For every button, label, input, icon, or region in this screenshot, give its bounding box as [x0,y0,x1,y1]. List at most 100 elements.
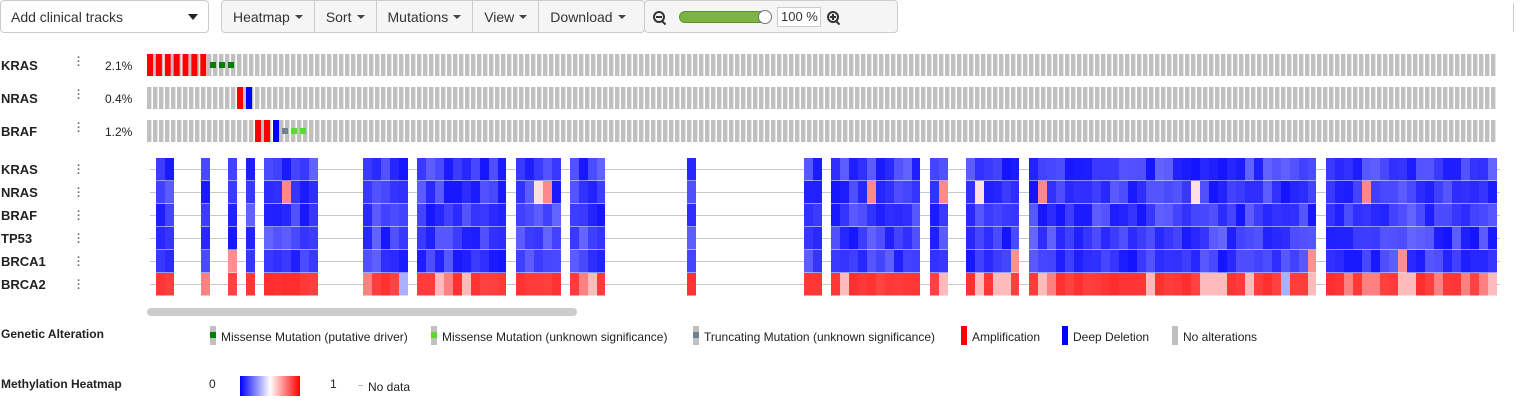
heatmap-cell [903,250,912,273]
track-options-icon[interactable]: · · · [77,118,81,138]
heatmap-cell [1191,204,1200,227]
heatmap-cell [516,158,525,181]
heatmap-cell [1191,181,1200,204]
heatmap-cell [1047,181,1056,204]
sample-cell [555,87,560,109]
heatmap-cell [570,158,579,181]
zoom-slider[interactable] [679,9,772,24]
heatmap-cell [372,250,381,273]
track-options-icon[interactable]: · · · [77,52,81,72]
add-clinical-tracks-dropdown[interactable]: Add clinical tracks [0,0,209,33]
sample-cell [1095,87,1100,109]
heatmap-cell [462,227,471,250]
heatmap-cell [1479,250,1488,273]
sample-cell [747,54,752,76]
amplification-mark [147,54,153,76]
heatmap-cell [516,181,525,204]
sample-cell [1041,54,1046,76]
heatmap-cell [1461,204,1470,227]
track-options-icon[interactable]: · · · [77,275,81,295]
sample-cell [627,87,632,109]
sample-cell [843,87,848,109]
heatmap-cell [291,181,300,204]
sample-cell [357,87,362,109]
zoom-value-input[interactable]: 100 % [777,6,821,27]
heatmap-cell [1407,181,1416,204]
sample-cell [1077,54,1082,76]
heatmap-cell [1074,158,1083,181]
sample-cell [1047,87,1052,109]
sample-cell [537,54,542,76]
heatmap-cell [471,204,480,227]
sample-cell [1329,87,1334,109]
sample-cell [219,120,224,142]
heatmap-cell [975,250,984,273]
sample-cell [489,87,494,109]
heatmap-cell [246,250,255,273]
sample-cell [921,54,926,76]
track-options-icon[interactable]: · · · [77,85,81,105]
sample-cell [771,120,776,142]
heatmap-cell [570,204,579,227]
view-menu-button[interactable]: View [473,1,540,32]
heatmap-cell [444,273,453,296]
sample-cell [729,120,734,142]
heatmap-cell [1479,227,1488,250]
heatmap-cell [381,204,390,227]
heatmap-cell [1083,273,1092,296]
sample-cell [957,87,962,109]
track-options-icon[interactable]: · · · [77,252,81,272]
track-options-icon[interactable]: · · · [77,160,81,180]
sample-cell [771,54,776,76]
heatmap-cell [1254,181,1263,204]
mutations-menu-button[interactable]: Mutations [377,1,474,32]
heatmap-cell [471,158,480,181]
zoom-to-fit-button[interactable] [1513,3,1520,32]
sample-cell [561,87,566,109]
heatmap-cell [1425,273,1434,296]
zoom-in-icon[interactable] [827,10,841,25]
sample-cell [507,87,512,109]
track-options-icon[interactable]: · · · [77,206,81,226]
heatmap-cell [1065,273,1074,296]
sample-cell [303,87,308,109]
heatmap-cell [309,158,318,181]
heatmap-menu-button[interactable]: Heatmap [222,1,315,32]
amplification-mark [164,54,171,76]
sample-cell [279,54,284,76]
sample-cell [459,54,464,76]
sample-cell [1323,54,1328,76]
sort-menu-button[interactable]: Sort [315,1,377,32]
sample-cell [831,120,836,142]
heatmap-cell [1371,181,1380,204]
sample-cell [177,87,182,109]
sample-cell [609,54,614,76]
heatmap-cell [363,227,372,250]
heatmap-cell [912,227,920,250]
sample-cell [981,87,986,109]
zoom-out-icon[interactable] [653,10,667,25]
horizontal-scrollbar[interactable] [147,308,577,316]
sample-cell [1203,54,1208,76]
heatmap-cell [552,250,561,273]
heatmap-cell [588,181,597,204]
heatmap-cell [840,204,849,227]
download-menu-button[interactable]: Download [539,1,636,32]
heatmap-cell [1434,204,1443,227]
sample-cell [1131,87,1136,109]
track-options-icon[interactable]: · · · [77,183,81,203]
sample-cell [1179,54,1184,76]
heatmap-cell [1290,158,1299,181]
zoom-slider-handle[interactable] [757,9,772,24]
sample-cell [1431,87,1436,109]
sample-cell [315,54,320,76]
heatmap-cell [1191,158,1200,181]
heatmap-cell [426,227,435,250]
heatmap-cell [453,273,462,296]
heatmap-cell [228,227,237,250]
sample-cell [441,54,446,76]
oncoprint-canvas[interactable] [0,0,1520,300]
heatmap-cell [1263,227,1272,250]
heatmap-cell [480,204,489,227]
track-options-icon[interactable]: · · · [77,229,81,249]
